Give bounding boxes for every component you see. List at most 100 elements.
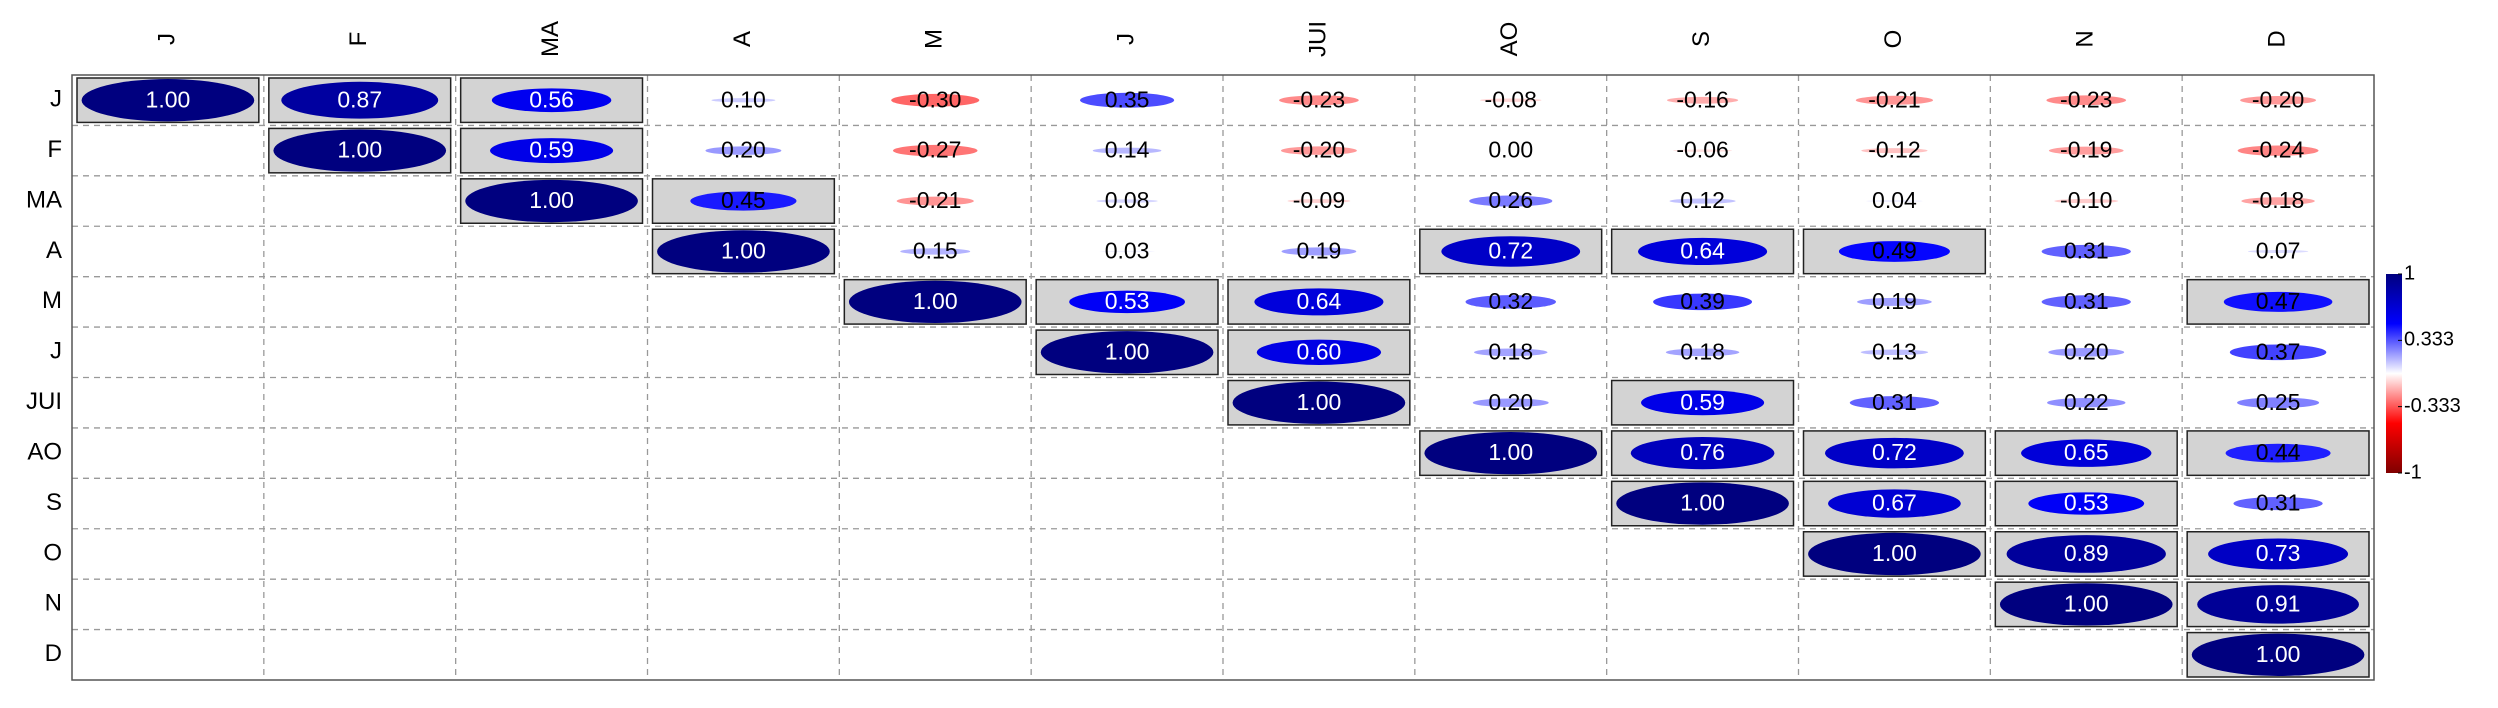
value-label: 0.03 — [1105, 238, 1150, 264]
value-label: 0.19 — [1872, 288, 1917, 314]
value-label: -0.18 — [2252, 187, 2304, 213]
value-label: 1.00 — [1297, 389, 1342, 415]
correlation-ellipse — [2006, 535, 2166, 573]
correlation-ellipse — [1280, 146, 1357, 155]
value-label: 0.18 — [1680, 338, 1725, 364]
correlation-ellipse — [2046, 95, 2127, 106]
value-label: -0.27 — [909, 137, 961, 163]
value-label: 0.53 — [2064, 490, 2109, 516]
value-label: -0.23 — [1293, 86, 1345, 112]
correlation-ellipse — [1860, 349, 1929, 356]
correlation-ellipse — [2197, 585, 2359, 624]
value-label: 0.20 — [1488, 389, 1533, 415]
correlation-ellipse — [1665, 348, 1740, 357]
value-label: 0.91 — [2256, 590, 2301, 616]
highlight-box — [1035, 278, 1219, 325]
correlation-ellipse — [900, 248, 971, 255]
value-label: 0.22 — [2064, 389, 2109, 415]
value-label: 0.37 — [2256, 338, 2301, 364]
correlation-ellipse — [1096, 199, 1158, 203]
value-label: 0.07 — [2256, 238, 2301, 264]
value-label: 0.18 — [1488, 338, 1533, 364]
value-label: 0.20 — [721, 137, 766, 163]
column-label: J — [1112, 33, 1139, 45]
correlation-ellipse — [2241, 197, 2315, 205]
correlation-ellipse — [1855, 95, 1934, 105]
correlation-ellipse — [896, 196, 974, 206]
correlation-ellipse — [1254, 288, 1384, 316]
correlation-ellipse — [1465, 295, 1556, 309]
row-label: J — [50, 338, 62, 365]
correlation-ellipse — [1838, 241, 1950, 262]
correlation-ellipse — [1441, 236, 1581, 267]
value-label: 0.65 — [2064, 439, 2109, 465]
highlight-box — [1802, 228, 1987, 275]
value-label: -0.21 — [1868, 86, 1920, 112]
correlation-ellipse — [2223, 291, 2333, 312]
row-label: MA — [26, 186, 62, 213]
correlation-ellipse — [1281, 247, 1357, 256]
correlation-ellipse — [1808, 532, 1981, 576]
correlation-ellipse — [1279, 95, 1359, 106]
row-label: D — [45, 640, 62, 667]
correlation-ellipse — [281, 81, 439, 119]
value-label: -0.23 — [2060, 86, 2112, 112]
correlation-ellipse — [81, 79, 255, 122]
value-label: 0.04 — [1872, 187, 1917, 213]
value-label: 0.47 — [2256, 288, 2301, 314]
value-label: 0.67 — [1872, 490, 1917, 516]
value-label: 0.53 — [1105, 288, 1150, 314]
value-label: 0.08 — [1105, 187, 1150, 213]
column-label: JUI — [1304, 21, 1331, 57]
column-label: A — [729, 31, 756, 47]
column-label: S — [1688, 31, 1715, 47]
value-label: 0.31 — [2064, 238, 2109, 264]
value-label: 0.31 — [1872, 389, 1917, 415]
correlation-ellipse — [1673, 149, 1733, 152]
value-label: -0.06 — [1676, 137, 1728, 163]
value-label: 1.00 — [1680, 490, 1725, 516]
value-label: 0.10 — [721, 86, 766, 112]
correlation-ellipse — [1653, 293, 1753, 311]
row-label: JUI — [26, 388, 62, 415]
correlation-ellipse — [1040, 331, 1214, 374]
correlation-ellipse — [1256, 339, 1382, 365]
value-label: 0.32 — [1488, 288, 1533, 314]
value-label: -0.30 — [909, 86, 961, 112]
correlation-ellipse — [1469, 195, 1553, 207]
correlation-ellipse — [1857, 297, 1932, 306]
correlation-ellipse — [1480, 98, 1542, 102]
value-label: 0.31 — [2256, 490, 2301, 516]
correlation-ellipse — [891, 93, 980, 107]
correlation-ellipse — [2021, 439, 2152, 467]
plot-border — [71, 74, 2375, 681]
column-label: M — [921, 29, 948, 49]
correlation-ellipse — [2048, 146, 2124, 155]
correlation-ellipse — [2247, 249, 2309, 253]
column-label: D — [2263, 30, 2290, 47]
correlation-ellipse — [1866, 200, 1923, 202]
row-label: J — [50, 86, 62, 113]
correlation-ellipse — [1825, 437, 1964, 469]
row-label: F — [47, 136, 62, 163]
value-label: 0.39 — [1680, 288, 1725, 314]
correlation-ellipse — [2191, 633, 2365, 676]
value-label: 0.72 — [1488, 238, 1533, 264]
value-label: -0.16 — [1676, 86, 1728, 112]
value-label: 0.87 — [337, 86, 382, 112]
column-label: F — [345, 32, 372, 47]
correlation-ellipse — [465, 179, 638, 223]
value-label: 1.00 — [337, 137, 382, 163]
value-label: -0.08 — [1485, 86, 1537, 112]
value-label: 0.49 — [1872, 238, 1917, 264]
correlation-ellipse — [2233, 496, 2323, 511]
correlation-ellipse — [2225, 443, 2331, 463]
row-label: O — [43, 539, 62, 566]
value-label: -0.09 — [1293, 187, 1345, 213]
value-label: 0.73 — [2256, 540, 2301, 566]
correlation-ellipse — [273, 129, 447, 172]
value-label: 0.72 — [1872, 439, 1917, 465]
row-label: A — [46, 237, 62, 264]
value-label: -0.24 — [2252, 137, 2305, 163]
correlation-ellipse — [1999, 583, 2173, 626]
